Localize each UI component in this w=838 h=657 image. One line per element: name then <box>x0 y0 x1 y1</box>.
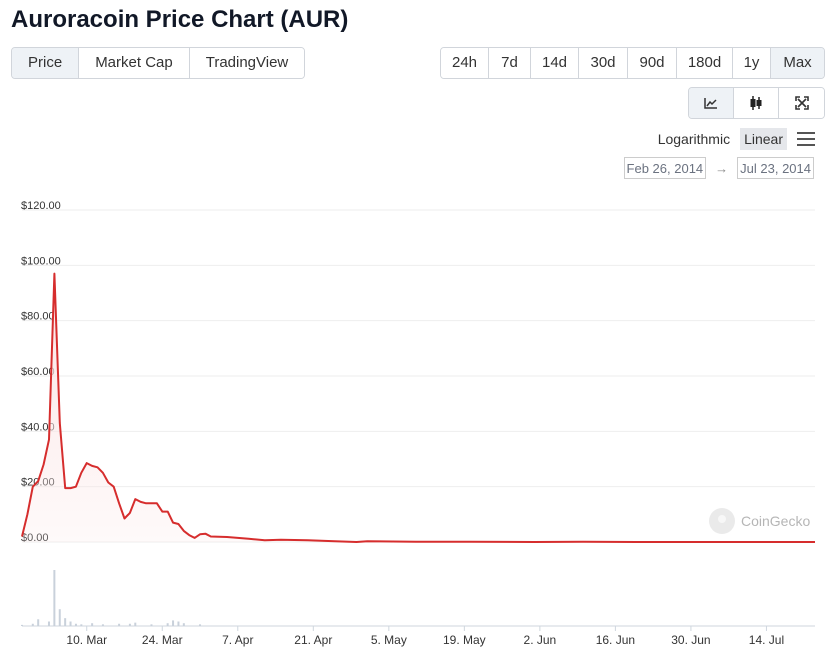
candlestick-button[interactable] <box>734 88 779 118</box>
date-to-input[interactable]: Jul 23, 2014 <box>737 157 814 179</box>
scale-selector: Logarithmic Linear <box>648 128 815 150</box>
range-24h-button[interactable]: 24h <box>441 48 489 78</box>
x-tick-label: 2. Jun <box>524 633 557 647</box>
range-7d-button[interactable]: 7d <box>489 48 531 78</box>
range-90d-button[interactable]: 90d <box>628 48 677 78</box>
volume-bar <box>47 621 50 626</box>
coingecko-watermark: CoinGecko <box>709 508 810 534</box>
candlestick-icon <box>750 96 762 110</box>
volume-bar <box>128 623 131 626</box>
time-range-selector: 24h 7d 14d 30d 90d 180d 1y Max <box>440 47 825 79</box>
date-range: Feb 26, 2014 → Jul 23, 2014 <box>623 157 814 179</box>
volume-bar <box>172 620 175 626</box>
volume-bar <box>134 622 137 626</box>
tab-market-cap[interactable]: Market Cap <box>79 48 190 78</box>
volume-bar <box>31 623 34 626</box>
x-tick-label: 14. Jul <box>749 633 784 647</box>
fullscreen-button[interactable] <box>779 88 824 118</box>
linear-option[interactable]: Linear <box>740 128 787 150</box>
x-tick-label: 16. Jun <box>596 633 635 647</box>
x-tick-label: 7. Apr <box>222 633 253 647</box>
volume-bar <box>166 623 169 626</box>
volume-bar <box>74 623 77 626</box>
volume-bar <box>101 624 104 626</box>
y-tick-label: $60.00 <box>21 366 55 378</box>
volume-bar <box>150 624 153 626</box>
menu-icon[interactable] <box>797 132 815 146</box>
volume-bar <box>80 624 83 626</box>
date-from-input[interactable]: Feb 26, 2014 <box>623 157 707 179</box>
line-chart-button[interactable] <box>689 88 734 118</box>
x-tick-label: 5. May <box>371 633 407 647</box>
volume-bar <box>64 618 67 626</box>
volume-bar <box>199 624 202 626</box>
chart-view-selector <box>688 87 825 119</box>
coingecko-logo-icon <box>709 508 735 534</box>
chart-type-tabs: Price Market Cap TradingView <box>11 47 306 79</box>
tab-price[interactable]: Price <box>12 48 80 78</box>
logarithmic-option[interactable]: Logarithmic <box>657 131 731 147</box>
range-180d-button[interactable]: 180d <box>677 48 733 78</box>
range-max-button[interactable]: Max <box>771 48 824 78</box>
x-tick-label: 10. Mar <box>66 633 107 647</box>
volume-bar <box>91 623 94 626</box>
range-14d-button[interactable]: 14d <box>531 48 579 78</box>
expand-icon <box>794 96 809 110</box>
x-tick-label: 19. May <box>443 633 486 647</box>
volume-bar <box>118 623 121 626</box>
range-1y-button[interactable]: 1y <box>733 48 771 78</box>
x-tick-label: 24. Mar <box>142 633 183 647</box>
volume-bar <box>182 623 185 626</box>
volume-bar <box>69 621 72 626</box>
x-tick-label: 30. Jun <box>671 633 710 647</box>
range-30d-button[interactable]: 30d <box>579 48 628 78</box>
price-line <box>21 272 815 543</box>
date-range-arrow: → <box>715 160 729 176</box>
y-tick-label: $40.00 <box>21 421 55 433</box>
price-chart: $0.00$20.00$40.00$60.00$80.00$100.00$120… <box>21 200 816 647</box>
tab-tradingview[interactable]: TradingView <box>189 48 305 78</box>
line-chart-icon <box>704 98 717 109</box>
volume-bar <box>177 621 180 626</box>
y-tick-label: $100.00 <box>21 255 61 267</box>
volume-bar <box>53 570 56 626</box>
price-area <box>22 273 815 542</box>
x-tick-label: 21. Apr <box>294 633 332 647</box>
y-tick-label: $80.00 <box>21 311 55 323</box>
volume-bar <box>37 619 40 626</box>
page-title: Auroracoin Price Chart (AUR) <box>11 6 349 33</box>
volume-bar <box>58 609 61 626</box>
volume-bar <box>21 624 23 626</box>
y-tick-label: $120.00 <box>21 200 61 212</box>
watermark-text: CoinGecko <box>741 513 811 529</box>
